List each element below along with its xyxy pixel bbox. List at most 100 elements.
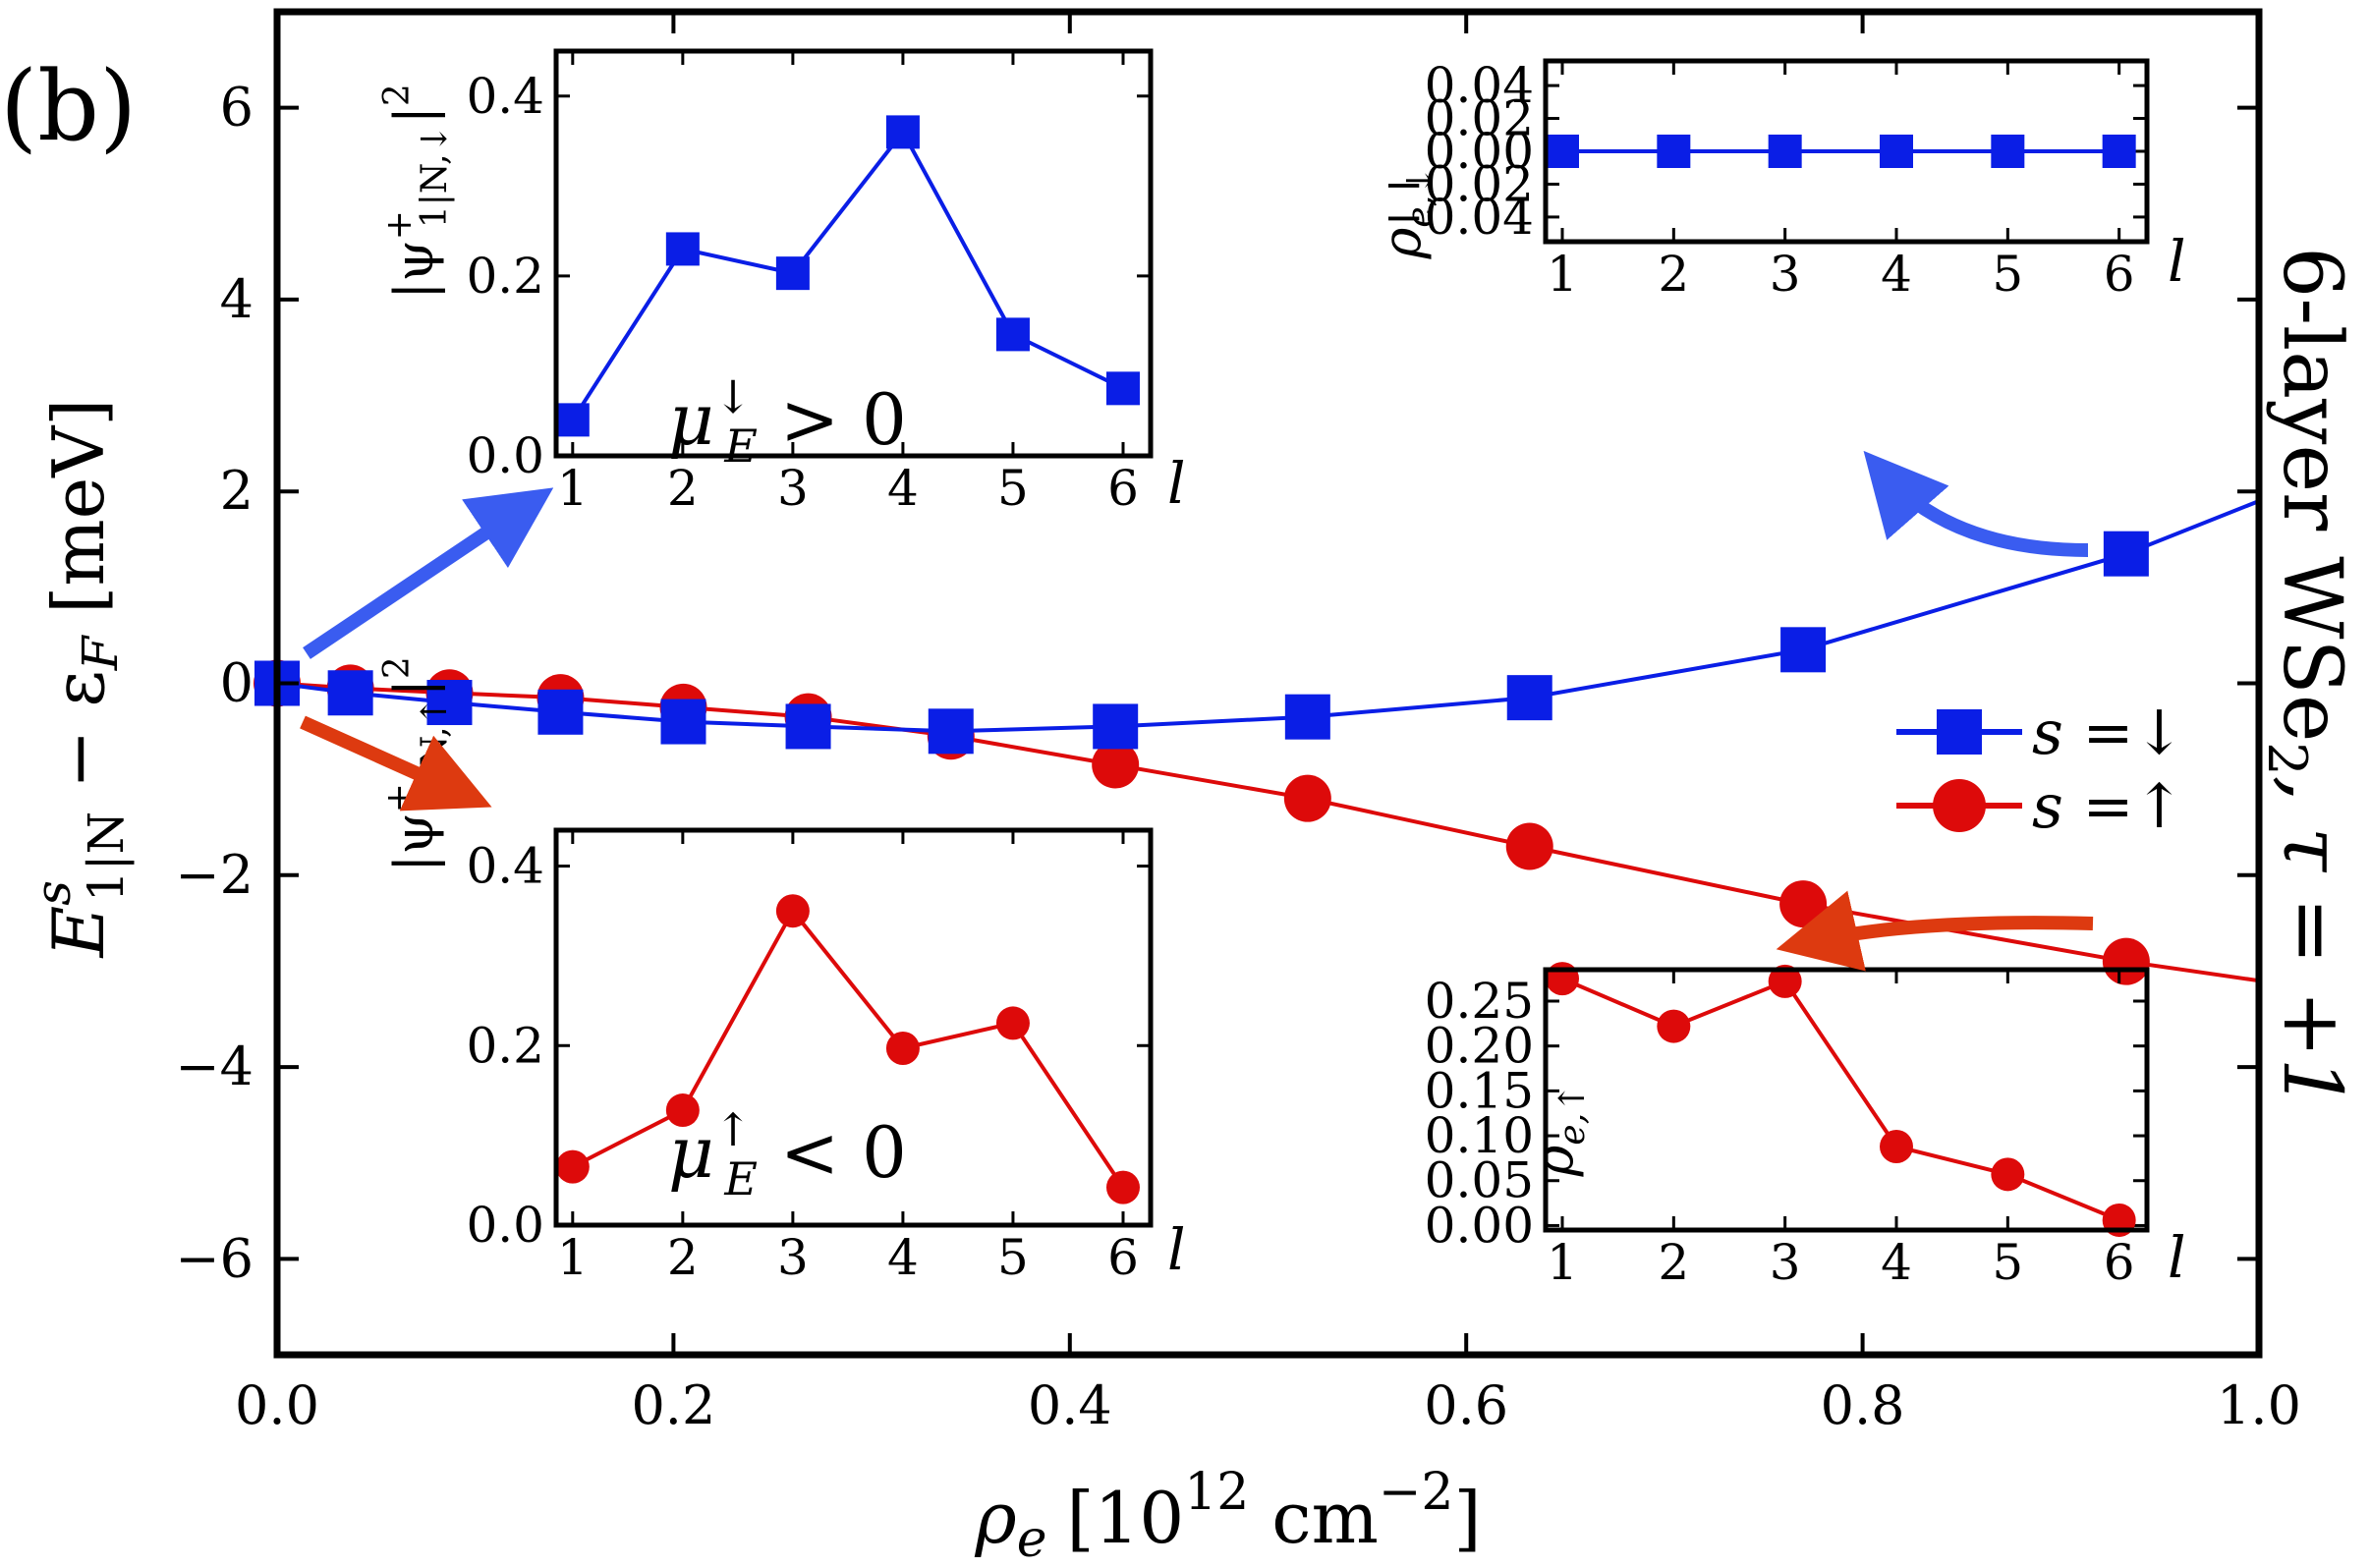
- inset-rho-down-xlabel: l: [2168, 228, 2186, 295]
- inset-psi-up-x-tick-label: 6: [1107, 1229, 1139, 1286]
- main-point-down: [327, 670, 373, 716]
- inset-rho-up-ylabel-symbol: ρ: [1523, 1145, 1585, 1177]
- inset-rho-down-point: [1768, 135, 1802, 168]
- inset-psi-up-x-tick-label: 4: [887, 1229, 919, 1286]
- inset-rho-up-x-tick-label: 2: [1658, 1234, 1689, 1291]
- inset-psi-up-ylabel-post: |: [383, 679, 445, 697]
- y-label-sub: 1|N: [78, 812, 135, 902]
- main-point-down: [2103, 531, 2149, 577]
- inset-rho-down-x-tick-label: 1: [1547, 246, 1578, 303]
- inset-psi-down-x-tick-label: 5: [997, 460, 1029, 517]
- inset-rho-down-y-tick-label: −0.02: [1383, 155, 1534, 212]
- inset-rho-up-xlabel: l: [2168, 1224, 2186, 1291]
- inset-rho-up-x-tick-label: 4: [1881, 1234, 1912, 1291]
- inset-psi-down-x-tick-label: 2: [667, 460, 699, 517]
- y-label-sup: s: [25, 880, 82, 906]
- inset-rho-up: 1 2 3 4 5 6 0.250.200.150.100.050.00: [1425, 962, 2150, 1291]
- inset-psi-up-frame: [553, 827, 1154, 1228]
- main-point-up: [2102, 937, 2150, 985]
- y-label-unit: [meV]: [37, 399, 120, 637]
- inset-rho-up-point: [1768, 964, 1802, 998]
- inset-rho-down: 1 2 3 4 5 6 0.040.020.00−0.02−0.04: [1383, 57, 2150, 303]
- inset-psi-up-y-tick-label: 0.0: [466, 1197, 544, 1254]
- main-y-axis-label: Es1|N − εF [meV]: [25, 399, 135, 960]
- main-y-tick-label: −6: [175, 1227, 254, 1289]
- inset-rho-up-x-tick-label: 3: [1770, 1234, 1801, 1291]
- inset-rho-up-ylabel-sub: e,↑: [1552, 1084, 1593, 1146]
- main-point-down: [1284, 694, 1330, 740]
- inset-psi-down-y-tick-label: 0.4: [466, 68, 544, 125]
- annot-down-rest: > 0: [758, 378, 907, 461]
- inset-psi-up-point: [555, 1149, 590, 1184]
- main-x-tick-label: 0.0: [235, 1374, 319, 1436]
- inset-rho-down-ylabel-symbol: ρ: [1371, 227, 1433, 259]
- inset-rho-up-x-tick-label: 1: [1547, 1234, 1578, 1291]
- annot-up-sup: ↑: [714, 1103, 753, 1156]
- x-label-unit-exp2: −2: [1379, 1463, 1454, 1522]
- legend-marker-square: [1937, 709, 1982, 755]
- legend-label-up: s =↑: [2032, 770, 2184, 842]
- inset-psi-up-line: [571, 907, 1125, 1189]
- inset-psi-down-point: [1105, 371, 1140, 406]
- main-y-tick-label: −4: [175, 1036, 254, 1097]
- main-x-tick-label: 0.6: [1424, 1374, 1508, 1436]
- main-point-down: [1093, 703, 1139, 750]
- inset-rho-down-point: [2102, 135, 2136, 168]
- arrow-blue-left: [303, 487, 554, 659]
- inset-rho-down-y-tick-label: 0.04: [1425, 57, 1534, 114]
- side-label: 6-layer WSe2, τ = +1: [2256, 247, 2358, 1109]
- inset-rho-up-y-tick-label: 0.25: [1425, 973, 1534, 1030]
- main-plot: 0.0 0.2 0.4 0.6 0.8 1.0 −6 −4 −2 0 2 4 6: [175, 8, 2301, 1436]
- main-point-up: [1092, 741, 1140, 789]
- inset-psi-down-ylabel-post: |: [383, 106, 445, 124]
- x-label-unit-pre: [10: [1066, 1477, 1184, 1559]
- inset-rho-down-x-tick-label: 5: [1992, 246, 2023, 303]
- main-point-up: [1283, 774, 1331, 822]
- inset-psi-up-point: [885, 1032, 920, 1066]
- main-point-down: [660, 699, 706, 745]
- inset-rho-up-y-tick-label: 0.00: [1425, 1197, 1534, 1254]
- y-label-rest: − ε: [37, 670, 120, 811]
- inset-psi-down-ylabel-pre: |ψ: [383, 240, 445, 300]
- legend-label-down-s: s: [2032, 697, 2063, 768]
- annot-down-mu: μ: [668, 378, 714, 461]
- inset-rho-up-x-tick-label: 6: [2104, 1234, 2135, 1291]
- inset-psi-up-point: [1105, 1170, 1140, 1204]
- inset-psi-down-ylabel-exp: 2: [377, 84, 418, 106]
- main-y-tick-label: −2: [175, 844, 254, 906]
- legend-label-up-rest: =↑: [2063, 770, 2185, 842]
- inset-psi-up-xlabel: l: [1167, 1216, 1186, 1283]
- inset-psi-down-point: [775, 256, 810, 291]
- inset-psi-down-point: [995, 317, 1030, 352]
- main-axes-frame: [273, 8, 2263, 1359]
- inset-psi-up-ylabel-exp: 2: [377, 656, 418, 679]
- side-label-sub: 2: [2256, 742, 2318, 775]
- inset-psi-down-point: [885, 115, 920, 149]
- legend-label-down-rest: =↓: [2063, 697, 2185, 768]
- inset-psi-down-x-tick-label: 3: [777, 460, 809, 517]
- inset-psi-down-annotation: μ↓ E > 0: [668, 370, 907, 473]
- main-ticks-layer: 0.0 0.2 0.4 0.6 0.8 1.0 −6 −4 −2 0 2 4 6: [175, 12, 2301, 1436]
- main-y-tick-label: 0: [220, 652, 254, 714]
- inset-psi-up-point: [995, 1006, 1030, 1040]
- annot-up-sub: E: [723, 1152, 758, 1205]
- inset-psi-down-ylabel-sup: +: [379, 210, 420, 240]
- inset-rho-down-y-tick-label: 0.02: [1425, 90, 1534, 147]
- inset-rho-down-ylabel: ρe,↓: [1371, 166, 1440, 260]
- annot-down-sub: E: [723, 420, 758, 473]
- main-series-layer: [254, 499, 2260, 985]
- inset-rho-down-x-tick-label: 6: [2104, 246, 2135, 303]
- arrow-red-left: [300, 715, 492, 812]
- main-x-tick-label: 0.2: [631, 1374, 715, 1436]
- x-label-unit-mid: cm: [1249, 1477, 1378, 1559]
- inset-psi-down-x-tick-label: 6: [1107, 460, 1139, 517]
- inset-rho-down-ylabel-sub: e,↓: [1400, 166, 1440, 228]
- inset-rho-down-x-tick-label: 2: [1658, 246, 1689, 303]
- x-label-unit-post: ]: [1454, 1477, 1482, 1559]
- inset-psi-up: 1 2 3 4 5 6 0.0 0.2 0.4: [466, 827, 1154, 1286]
- inset-psi-up-ylabel-sup: +: [379, 783, 420, 812]
- annot-down-sup: ↓: [714, 370, 753, 423]
- annot-up-mu: μ: [668, 1111, 714, 1194]
- inset-rho-down-point: [1880, 135, 1913, 168]
